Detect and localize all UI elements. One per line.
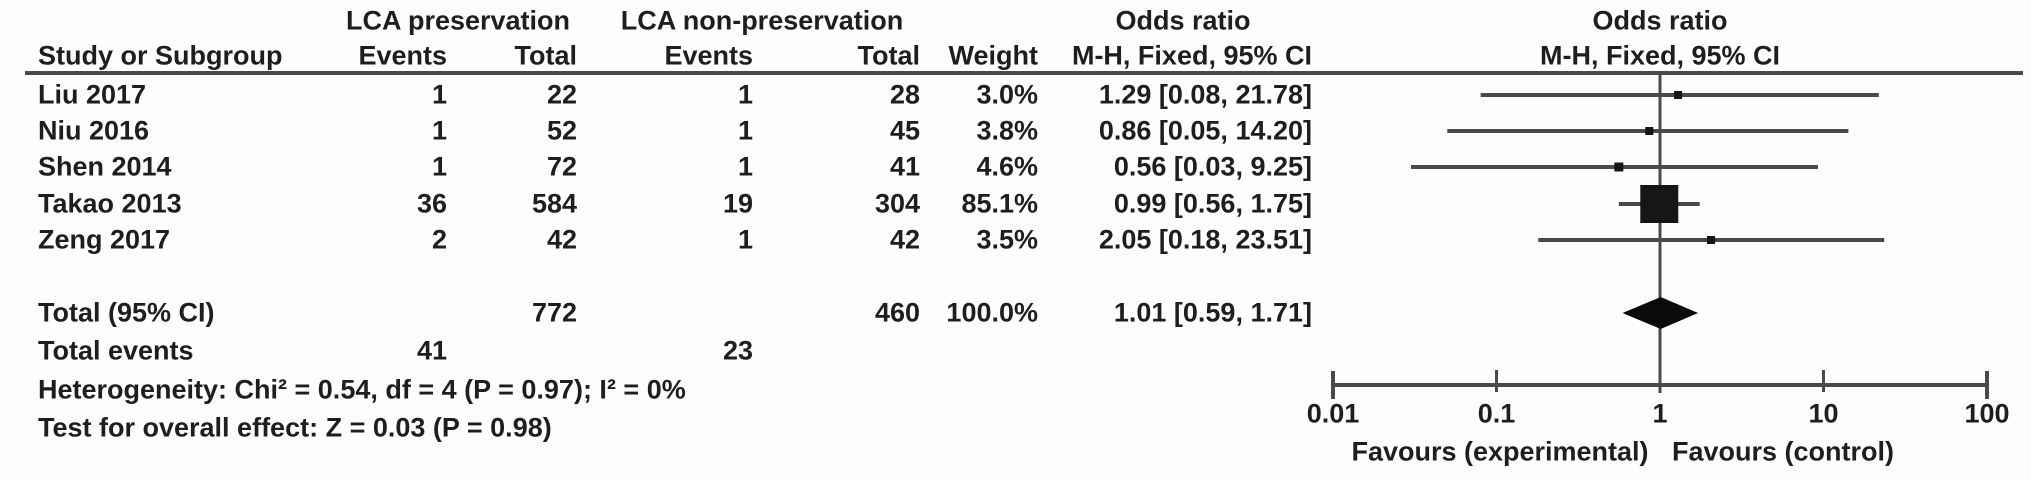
study-label: Zeng 2017 [38, 224, 171, 255]
or-ci-text: 0.56 [0.03, 9.25] [1113, 151, 1312, 182]
heterogeneity-stats: Heterogeneity: Chi² = 0.54, df = 4 (P = … [38, 374, 686, 405]
study-label: Niu 2016 [38, 115, 150, 146]
or-ci-text: 2.05 [0.18, 23.51] [1098, 224, 1312, 255]
axis-tick-label: 0.1 [1477, 398, 1516, 429]
column-header-weight: Weight [948, 40, 1039, 71]
point-estimate-marker [1706, 236, 1715, 244]
total-preservation: 72 [546, 151, 577, 182]
total-non-preservation: 42 [889, 224, 920, 255]
total-events-label: Total events [38, 335, 194, 366]
column-header-events-1: Events [358, 40, 447, 71]
events-non-preservation: 1 [737, 115, 753, 146]
weight-value: 4.6% [976, 151, 1038, 182]
axis-tick-label: 1 [1652, 398, 1668, 429]
column-header-study: Study or Subgroup [38, 40, 283, 71]
column-header-total-2: Total [857, 40, 921, 71]
column-header-events-2: Events [664, 40, 753, 71]
events-preservation: 1 [431, 79, 447, 110]
total-preservation: 22 [546, 79, 577, 110]
events-preservation: 1 [431, 151, 447, 182]
plot-header-mh-fixed-ci: M-H, Fixed, 95% CI [1539, 40, 1781, 71]
point-estimate-marker [1645, 127, 1654, 135]
column-header-odds-ratio: Odds ratio [1115, 5, 1251, 36]
total-non-preservation: 45 [889, 115, 920, 146]
total-non-preservation: 28 [889, 79, 920, 110]
axis-tick-label: 10 [1808, 398, 1839, 429]
total-n-non-preservation: 460 [874, 297, 920, 328]
study-label: Liu 2017 [38, 79, 147, 110]
column-header-total-1: Total [514, 40, 578, 71]
point-estimate-marker [1640, 185, 1679, 223]
total-n-preservation: 772 [531, 297, 577, 328]
total-or-ci: 1.01 [0.59, 1.71] [1113, 297, 1312, 328]
or-ci-text: 1.29 [0.08, 21.78] [1098, 79, 1312, 110]
column-header-mh-fixed-ci: M-H, Fixed, 95% CI [1071, 40, 1312, 71]
events-non-preservation: 1 [737, 224, 753, 255]
events-non-preservation: 19 [722, 188, 753, 219]
events-preservation: 1 [431, 115, 447, 146]
axis-tick-label: 100 [1964, 398, 2010, 429]
axis-tick-label: 0.01 [1306, 398, 1360, 429]
weight-value: 3.8% [976, 115, 1038, 146]
total-preservation: 52 [546, 115, 577, 146]
point-estimate-marker [1674, 91, 1683, 99]
weight-value: 3.0% [976, 79, 1038, 110]
total-preservation: 584 [531, 188, 577, 219]
weight-value: 85.1% [961, 188, 1038, 219]
total-weight: 100.0% [946, 297, 1038, 328]
header-divider [25, 71, 2023, 75]
or-ci-text: 0.99 [0.56, 1.75] [1113, 188, 1312, 219]
total-events-non-preservation: 23 [722, 335, 753, 366]
point-estimate-marker [1614, 162, 1624, 172]
group-header-lca-non-preservation: LCA non-preservation [620, 5, 904, 36]
overall-effect-test: Test for overall effect: Z = 0.03 (P = 0… [38, 412, 552, 443]
events-non-preservation: 1 [737, 79, 753, 110]
study-label: Shen 2014 [38, 151, 172, 182]
favours-experimental-label: Favours (experimental) [1351, 436, 1649, 467]
weight-value: 3.5% [976, 224, 1038, 255]
or-ci-text: 0.86 [0.05, 14.20] [1098, 115, 1312, 146]
total-events-preservation: 41 [416, 335, 447, 366]
events-preservation: 2 [431, 224, 447, 255]
events-non-preservation: 1 [737, 151, 753, 182]
total-non-preservation: 304 [874, 188, 920, 219]
total-row-label: Total (95% CI) [38, 297, 215, 328]
pooled-diamond [1622, 297, 1699, 329]
plot-header-odds-ratio: Odds ratio [1592, 5, 1728, 36]
total-non-preservation: 41 [889, 151, 920, 182]
events-preservation: 36 [416, 188, 447, 219]
study-label: Takao 2013 [38, 188, 182, 219]
total-preservation: 42 [546, 224, 577, 255]
favours-control-label: Favours (control) [1671, 436, 1895, 467]
group-header-lca-preservation: LCA preservation [345, 5, 571, 36]
